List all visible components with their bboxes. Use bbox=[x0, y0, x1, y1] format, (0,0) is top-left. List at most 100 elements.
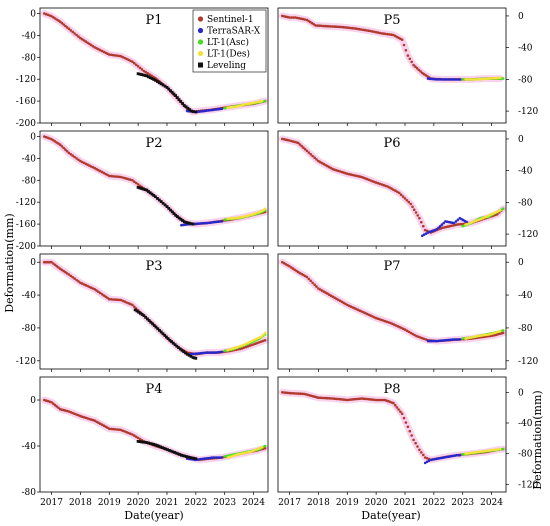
data-point bbox=[458, 338, 462, 341]
y-tick-label: -120 bbox=[16, 75, 36, 85]
data-point bbox=[140, 313, 144, 316]
data-point bbox=[491, 448, 494, 452]
data-point bbox=[186, 455, 190, 459]
data-point bbox=[113, 298, 117, 301]
data-point bbox=[46, 260, 50, 264]
data-point bbox=[108, 297, 111, 301]
data-point bbox=[309, 279, 313, 283]
data-point bbox=[184, 105, 188, 109]
data-point bbox=[185, 352, 189, 356]
data-point bbox=[186, 106, 190, 110]
y-tick-label: -40 bbox=[22, 154, 37, 164]
data-point bbox=[470, 78, 473, 81]
data-point bbox=[62, 23, 65, 26]
data-point bbox=[464, 78, 467, 81]
data-point bbox=[108, 427, 111, 431]
data-point bbox=[109, 298, 113, 301]
data-point bbox=[60, 145, 64, 148]
data-point bbox=[161, 446, 164, 449]
data-point bbox=[172, 212, 176, 215]
y-tick-label: -40 bbox=[22, 442, 37, 452]
data-point bbox=[452, 221, 456, 225]
data-point bbox=[121, 429, 124, 433]
data-point bbox=[149, 320, 153, 324]
uncertainty-band bbox=[40, 258, 269, 358]
data-point bbox=[394, 189, 397, 192]
data-point bbox=[207, 351, 211, 354]
data-point bbox=[154, 195, 157, 199]
y-tick-label: -80 bbox=[22, 53, 37, 63]
data-point bbox=[495, 76, 498, 80]
data-point bbox=[263, 331, 267, 335]
y-tick-label: -120 bbox=[16, 357, 36, 367]
y-axis-label: Deformation(mm) bbox=[3, 213, 16, 312]
data-point bbox=[111, 175, 115, 178]
data-point bbox=[73, 277, 76, 280]
data-point bbox=[451, 78, 454, 81]
data-point bbox=[307, 151, 311, 154]
data-point bbox=[144, 315, 147, 319]
data-point bbox=[410, 434, 414, 437]
data-point bbox=[106, 296, 109, 300]
data-point bbox=[305, 149, 309, 153]
data-point bbox=[133, 308, 137, 312]
data-point bbox=[498, 76, 502, 80]
data-point bbox=[397, 191, 401, 195]
data-point bbox=[157, 198, 161, 202]
y-tick-label: -40 bbox=[518, 291, 533, 301]
data-point bbox=[165, 205, 169, 208]
data-point bbox=[93, 288, 97, 291]
data-point bbox=[473, 78, 477, 81]
data-point bbox=[408, 429, 412, 433]
data-point bbox=[168, 338, 172, 342]
legend-label: Leveling bbox=[207, 61, 246, 71]
data-point bbox=[403, 328, 407, 331]
data-point bbox=[182, 220, 186, 224]
series-lt-1-des- bbox=[226, 99, 264, 109]
data-point bbox=[129, 302, 132, 306]
data-point bbox=[466, 78, 469, 81]
data-point bbox=[113, 428, 117, 431]
data-point bbox=[456, 338, 460, 341]
data-point bbox=[133, 305, 136, 309]
data-point bbox=[136, 440, 140, 443]
data-point bbox=[461, 453, 465, 456]
data-point bbox=[177, 216, 181, 220]
data-point bbox=[213, 351, 216, 354]
data-point bbox=[180, 453, 183, 457]
data-point bbox=[141, 187, 145, 191]
data-point bbox=[454, 220, 458, 223]
data-point bbox=[406, 425, 410, 429]
data-point bbox=[458, 453, 462, 457]
data-point bbox=[424, 232, 428, 235]
data-point bbox=[230, 455, 233, 458]
series-lt-1-des- bbox=[226, 445, 264, 459]
data-point bbox=[498, 447, 502, 451]
x-tick-label: 2018 bbox=[307, 498, 330, 508]
data-point bbox=[69, 29, 73, 32]
data-point bbox=[258, 341, 261, 344]
data-point bbox=[73, 32, 76, 35]
data-point bbox=[440, 78, 444, 81]
data-point bbox=[184, 220, 188, 224]
data-point bbox=[420, 451, 423, 454]
data-point bbox=[386, 32, 390, 36]
data-point bbox=[67, 151, 71, 155]
data-point bbox=[178, 347, 182, 351]
data-point bbox=[169, 89, 172, 93]
data-point bbox=[115, 175, 119, 178]
data-point bbox=[162, 446, 166, 450]
panel-frame bbox=[277, 7, 507, 124]
data-point bbox=[458, 78, 462, 81]
data-point bbox=[121, 176, 124, 179]
legend-box bbox=[192, 9, 267, 73]
legend-marker bbox=[197, 27, 204, 34]
data-point bbox=[315, 158, 318, 161]
y-tick-label: 0 bbox=[518, 12, 524, 22]
data-point bbox=[415, 334, 418, 338]
data-point bbox=[137, 310, 141, 314]
data-point bbox=[157, 81, 161, 85]
data-point bbox=[134, 63, 138, 67]
data-point bbox=[400, 412, 404, 416]
x-axis-label-right: Date(year) bbox=[361, 509, 420, 522]
